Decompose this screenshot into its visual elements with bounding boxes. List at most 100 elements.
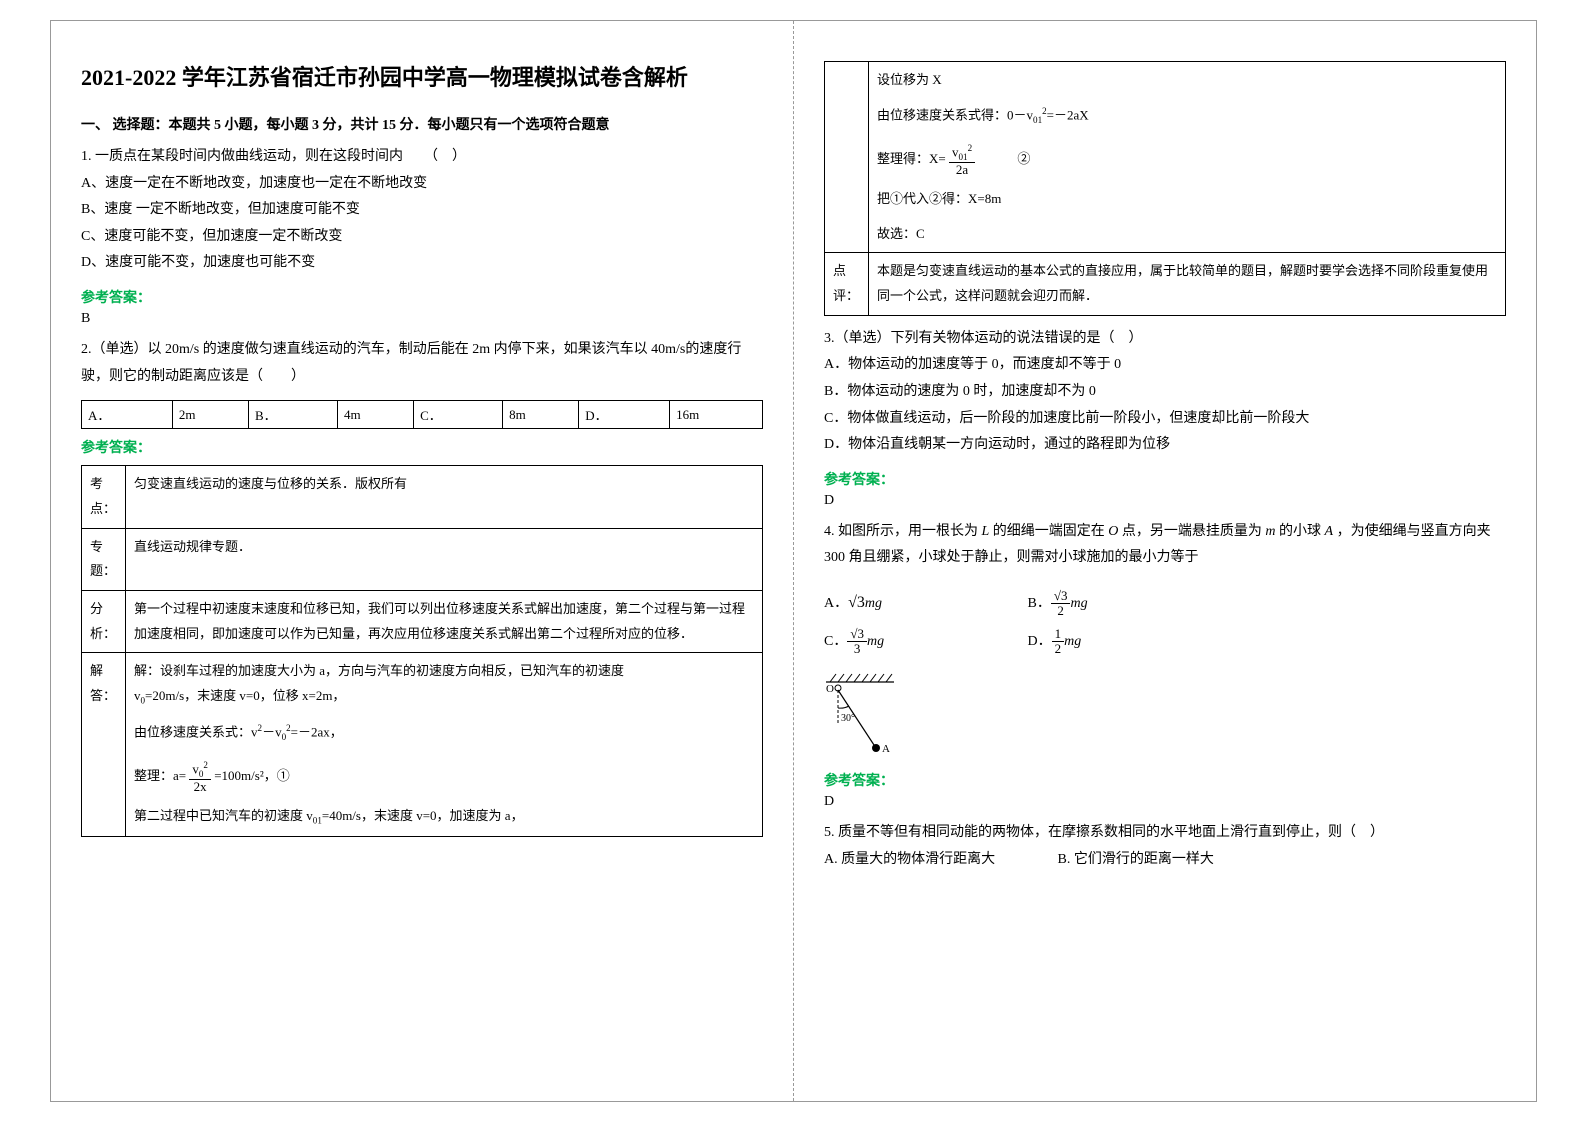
question-5: 5. 质量不等但有相同动能的两物体，在摩擦系数相同的水平地面上滑行直到停止，则（… [824, 820, 1506, 873]
row-content: 设位移为 X 由位移速度关系式得：0－v012=－2aX 整理得：X= v012… [869, 62, 1506, 253]
text: 第二过程中已知汽车的初速度 v [134, 808, 313, 823]
q5-stem: 5. 质量不等但有相同动能的两物体，在摩擦系数相同的水平地面上滑行直到停止，则（… [824, 820, 1506, 847]
sol-line: 第二过程中已知汽车的初速度 v01=40m/s，末速度 v=0，加速度为 a， [134, 804, 754, 830]
text: 整理得：X= [877, 151, 946, 166]
fraction: v012 2a [949, 143, 975, 177]
row-label: 点评： [825, 253, 869, 315]
q2-solution-table: 考点： 匀变速直线运动的速度与位移的关系．版权所有 专题： 直线运动规律专题． … [81, 465, 763, 837]
q1-stem: 1. 一质点在某段时间内做曲线运动，则在这段时间内 （ ） [81, 144, 763, 171]
right-column: 设位移为 X 由位移速度关系式得：0－v012=－2aX 整理得：X= v012… [794, 21, 1536, 1101]
text: =－2ax， [291, 724, 343, 739]
answer-label: 参考答案： [824, 770, 1506, 790]
text: 由位移速度关系式得：0－v [877, 107, 1033, 122]
sol-line: 设位移为 X [877, 68, 1497, 93]
answer-label: 参考答案： [81, 287, 763, 307]
opt-label: D． [579, 401, 670, 429]
var-L: L [982, 524, 990, 539]
row-content: 匀变速直线运动的速度与位移的关系．版权所有 [126, 466, 763, 528]
exam-title: 2021-2022 学年江苏省宿迁市孙园中学高一物理模拟试卷含解析 [81, 61, 763, 94]
row-content: 解：设刹车过程的加速度大小为 a，方向与汽车的初速度方向相反，已知汽车的初速度 … [126, 653, 763, 837]
opt-label: C． [414, 401, 503, 429]
text: －v [262, 724, 282, 739]
q2-options-table: A． 2m B． 4m C． 8m D． 16m [81, 400, 763, 429]
question-4: 4. 如图所示，用一根长为 L 的细绳一端固定在 O 点，另一端悬挂质量为 m … [824, 519, 1506, 572]
pendulum-icon: O 30° A [824, 670, 914, 760]
answer-label: 参考答案： [824, 469, 1506, 489]
sol-line: 由位移速度关系式得：0－v012=－2aX [877, 103, 1497, 129]
var-A: A [1325, 524, 1334, 539]
left-column: 2021-2022 学年江苏省宿迁市孙园中学高一物理模拟试卷含解析 一、 选择题… [51, 21, 794, 1101]
q3-stem: 3.（单选）下列有关物体运动的说法错误的是（ ） [824, 326, 1506, 353]
row-label [825, 62, 869, 253]
q3-option-a: A．物体运动的加速度等于 0，而速度却不等于 0 [824, 352, 1506, 379]
table-row: 考点： 匀变速直线运动的速度与位移的关系．版权所有 [82, 466, 763, 528]
q4-option-d: D．12mg [1028, 624, 1228, 660]
table-row: 分析： 第一个过程中初速度末速度和位移已知，我们可以列出位移速度关系式解出加速度… [82, 590, 763, 652]
fraction: √32 [1051, 589, 1071, 619]
sol-line: 整理：a= v02 2x =100m/s²，① [134, 760, 754, 794]
question-3: 3.（单选）下列有关物体运动的说法错误的是（ ） A．物体运动的加速度等于 0，… [824, 326, 1506, 459]
text: =20m/s，末速度 v=0，位移 x=2m， [145, 688, 345, 703]
text: =－2aX [1047, 107, 1089, 122]
row-content: 本题是匀变速直线运动的基本公式的直接应用，属于比较简单的题目，解题时要学会选择不… [869, 253, 1506, 315]
q2-solution-table-cont: 设位移为 X 由位移速度关系式得：0－v012=－2aX 整理得：X= v012… [824, 61, 1506, 316]
q3-answer: D [824, 493, 1506, 509]
var-m: m [1265, 524, 1275, 539]
sol-line: 把①代入②得：X=8m [877, 187, 1497, 212]
text: 由位移速度关系式：v [134, 724, 258, 739]
text: 2a [949, 163, 975, 177]
opt-label: A． [82, 401, 173, 429]
sol-line: 由位移速度关系式：v2－v02=－2ax， [134, 720, 754, 746]
q4-options: A．√3mg B．√32mg C．√33mg D．12mg [824, 582, 1506, 660]
fraction: v02 2x [189, 760, 211, 794]
q1-answer: B [81, 311, 763, 327]
text: =40m/s，末速度 v=0，加速度为 a， [322, 808, 524, 823]
q1-option-b: B、速度 一定不断地改变，但加速度可能不变 [81, 197, 763, 224]
q5-options-row: A. 质量大的物体滑行距离大 B. 它们滑行的距离一样大 [824, 847, 1506, 874]
q1-option-a: A、速度一定在不断地改变，加速度也一定在不断地改变 [81, 171, 763, 198]
q1-option-c: C、速度可能不变，但加速度一定不断改变 [81, 224, 763, 251]
table-row: 设位移为 X 由位移速度关系式得：0－v012=－2aX 整理得：X= v012… [825, 62, 1506, 253]
sol-line: 故选：C [877, 222, 1497, 247]
row-label: 解答： [82, 653, 126, 837]
question-2: 2.（单选）以 20m/s 的速度做匀速直线运动的汽车，制动后能在 2m 内停下… [81, 337, 763, 390]
opt-label: B． [248, 401, 337, 429]
q4-stem-c: 点，另一端悬挂质量为 [1122, 524, 1262, 539]
q4-stem-d: 的小球 [1279, 524, 1321, 539]
q2-stem: 2.（单选）以 20m/s 的速度做匀速直线运动的汽车，制动后能在 2m 内停下… [81, 337, 763, 390]
label-A: A [882, 743, 890, 755]
text: =100m/s²，① [214, 768, 290, 783]
q4-stem-b: 的细绳一端固定在 [993, 524, 1105, 539]
row-label: 考点： [82, 466, 126, 528]
q3-option-b: B．物体运动的速度为 0 时，加速度却不为 0 [824, 379, 1506, 406]
q4-option-b: B．√32mg [1028, 586, 1228, 622]
page-container: 2021-2022 学年江苏省宿迁市孙园中学高一物理模拟试卷含解析 一、 选择题… [50, 20, 1537, 1102]
q4-stem-a: 4. 如图所示，用一根长为 [824, 524, 978, 539]
question-1: 1. 一质点在某段时间内做曲线运动，则在这段时间内 （ ） A、速度一定在不断地… [81, 144, 763, 277]
sol-line: 整理得：X= v012 2a ② [877, 143, 1497, 177]
row-label: 分析： [82, 590, 126, 652]
q3-option-d: D．物体沿直线朝某一方向运动时，通过的路程即为位移 [824, 432, 1506, 459]
opt-value: 4m [338, 401, 414, 429]
sol-line: v0=20m/s，末速度 v=0，位移 x=2m， [134, 684, 754, 710]
q3-option-c: C．物体做直线运动，后一阶段的加速度比前一阶段小，但速度却比前一阶段大 [824, 406, 1506, 433]
opt-value: 2m [172, 401, 248, 429]
fraction: 12 [1052, 627, 1065, 657]
text: ② [978, 151, 1030, 166]
sol-line: 解：设刹车过程的加速度大小为 a，方向与汽车的初速度方向相反，已知汽车的初速度 [134, 659, 754, 684]
q4-option-a: A．√3mg [824, 582, 1024, 624]
var-O: O [1108, 524, 1118, 539]
q5-option-a: A. 质量大的物体滑行距离大 [824, 847, 1054, 874]
q4-option-c: C．√33mg [824, 624, 1024, 660]
text: 2x [189, 780, 211, 794]
answer-label: 参考答案： [81, 437, 763, 457]
fraction: √33 [847, 627, 867, 657]
section-1-heading: 一、 选择题：本题共 5 小题，每小题 3 分，共计 15 分．每小题只有一个选… [81, 114, 763, 134]
q4-diagram: O 30° A [824, 670, 1506, 760]
table-row: 解答： 解：设刹车过程的加速度大小为 a，方向与汽车的初速度方向相反，已知汽车的… [82, 653, 763, 837]
row-content: 第一个过程中初速度末速度和位移已知，我们可以列出位移速度关系式解出加速度，第二个… [126, 590, 763, 652]
text: 整理：a= [134, 768, 186, 783]
q4-answer: D [824, 794, 1506, 810]
label-O: O [826, 683, 834, 695]
row-content: 直线运动规律专题． [126, 528, 763, 590]
